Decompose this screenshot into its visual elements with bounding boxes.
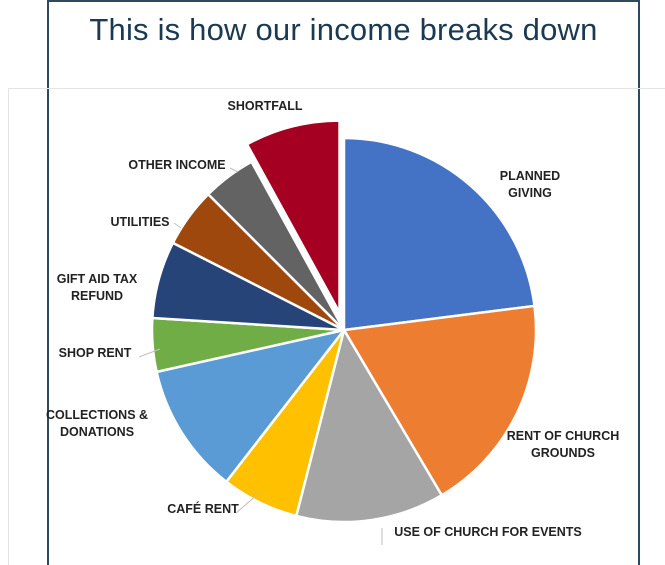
slice-label-gift-aid-tax-refund: GIFT AID TAX REFUND [57, 272, 138, 303]
page-title: This is how our income breaks down [89, 12, 598, 47]
slice-label-shortfall: SHORTFALL [228, 99, 303, 113]
slide-frame [47, 0, 640, 565]
leader-line-caf-rent [235, 493, 259, 514]
pie-slice-rent-of-church-grounds [342, 304, 538, 497]
leader-line-shop-rent [138, 348, 161, 358]
leader-line-other-income [229, 167, 239, 173]
slice-label-rent-of-church-grounds: RENT OF CHURCH GROUNDS [507, 429, 620, 460]
slice-label-planned-giving: PLANNED GIVING [500, 169, 560, 200]
slice-label-utilities: UTILITIES [110, 215, 169, 229]
slice-label-other-income: OTHER INCOME [128, 158, 225, 172]
slice-label-use-of-church-for-events: USE OF CHURCH FOR EVENTS [394, 525, 582, 539]
pie-slice-other-income [206, 160, 346, 332]
chart-area-border [8, 88, 665, 565]
leader-line-utilities [173, 222, 182, 229]
pie-slice-shortfall [245, 119, 341, 314]
slice-label-collections-donations: COLLECTIONS & DONATIONS [46, 408, 148, 439]
pie-slice-collections-donations [155, 328, 346, 483]
slice-label-shop-rent: SHOP RENT [59, 346, 132, 360]
pie-slice-planned-giving [342, 136, 536, 332]
slice-label-caf-rent: CAFÉ RENT [167, 501, 239, 516]
